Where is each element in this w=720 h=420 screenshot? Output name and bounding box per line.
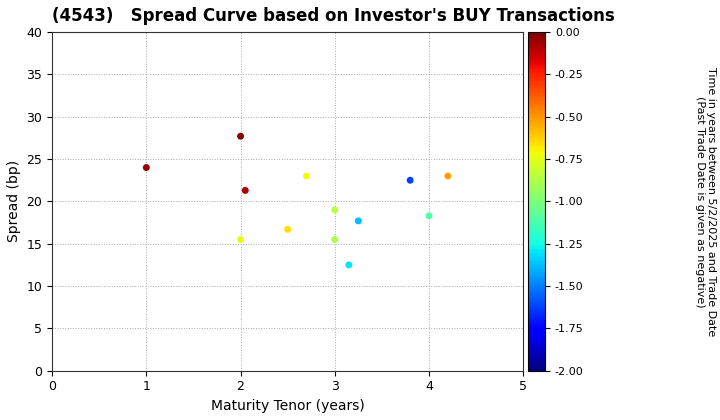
X-axis label: Maturity Tenor (years): Maturity Tenor (years) bbox=[211, 399, 364, 413]
Y-axis label: Spread (bp): Spread (bp) bbox=[7, 160, 21, 242]
Point bbox=[405, 177, 416, 184]
Point bbox=[343, 262, 355, 268]
Point bbox=[282, 226, 294, 233]
Point bbox=[140, 164, 152, 171]
Y-axis label: Time in years between 5/2/2025 and Trade Date
(Past Trade Date is given as negat: Time in years between 5/2/2025 and Trade… bbox=[695, 67, 716, 336]
Point bbox=[235, 133, 246, 139]
Point bbox=[353, 218, 364, 224]
Point bbox=[423, 213, 435, 219]
Point bbox=[329, 207, 341, 213]
Point bbox=[240, 187, 251, 194]
Point bbox=[442, 173, 454, 179]
Point bbox=[235, 236, 246, 243]
Point bbox=[301, 173, 312, 179]
Text: (4543)   Spread Curve based on Investor's BUY Transactions: (4543) Spread Curve based on Investor's … bbox=[52, 7, 615, 25]
Point bbox=[329, 236, 341, 243]
